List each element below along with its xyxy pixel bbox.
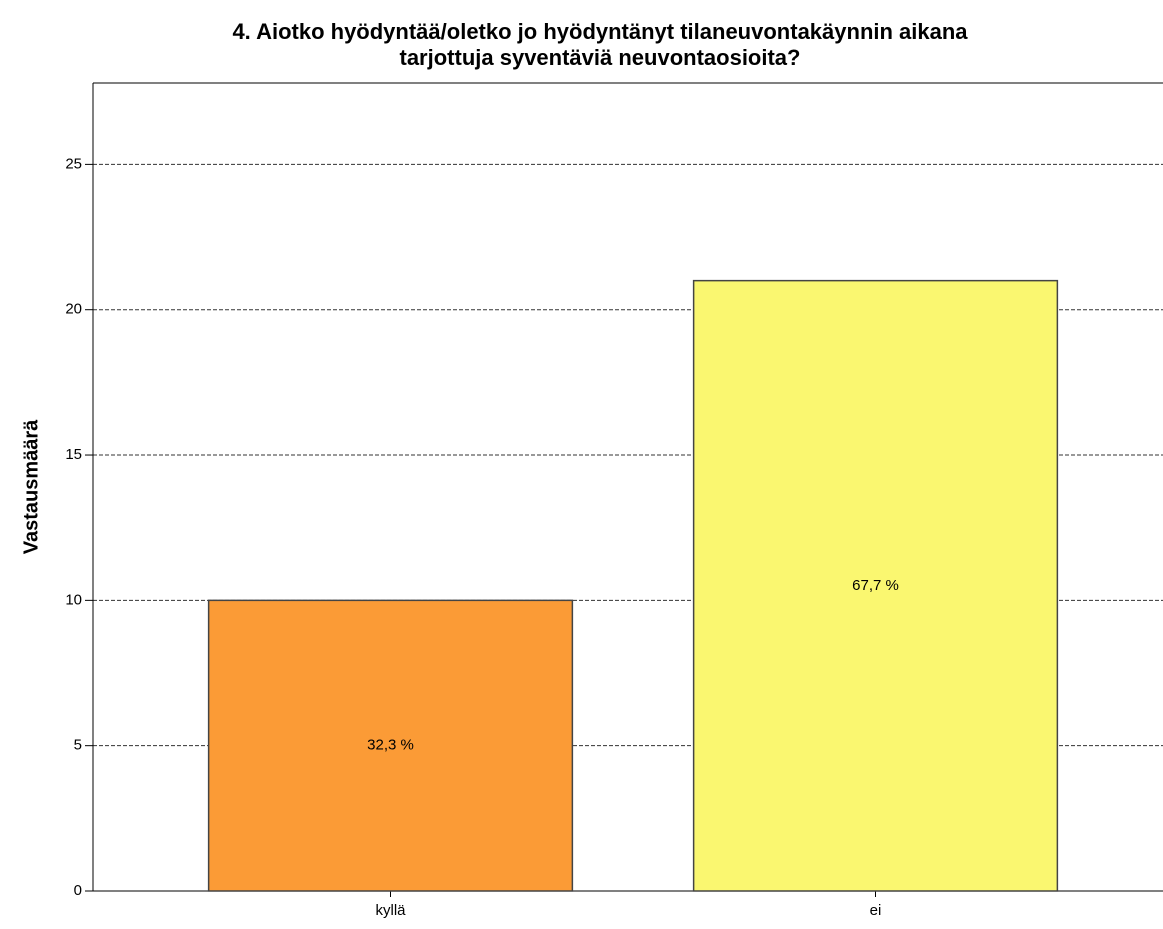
bar	[207, 599, 574, 892]
x-tick-label: kyllä	[375, 902, 406, 919]
y-tick-label: 5	[74, 737, 82, 754]
data-label: 32,3 %	[367, 737, 414, 754]
y-tick-label: 25	[65, 155, 82, 172]
y-tick-label: 10	[65, 591, 82, 608]
y-tick-label: 0	[74, 882, 82, 899]
y-tick-label: 20	[65, 301, 82, 318]
bar	[692, 279, 1059, 892]
chart-title: 4. Aiotko hyödyntää/oletko jo hyödyntäny…	[232, 19, 968, 44]
y-tick-label: 15	[65, 446, 82, 463]
data-label: 67,7 %	[852, 577, 899, 594]
x-tick-label: ei	[870, 902, 882, 919]
y-axis-title: Vastausmäärä	[20, 419, 42, 554]
chart-title: tarjottuja syventäviä neuvontaosioita?	[400, 45, 801, 70]
